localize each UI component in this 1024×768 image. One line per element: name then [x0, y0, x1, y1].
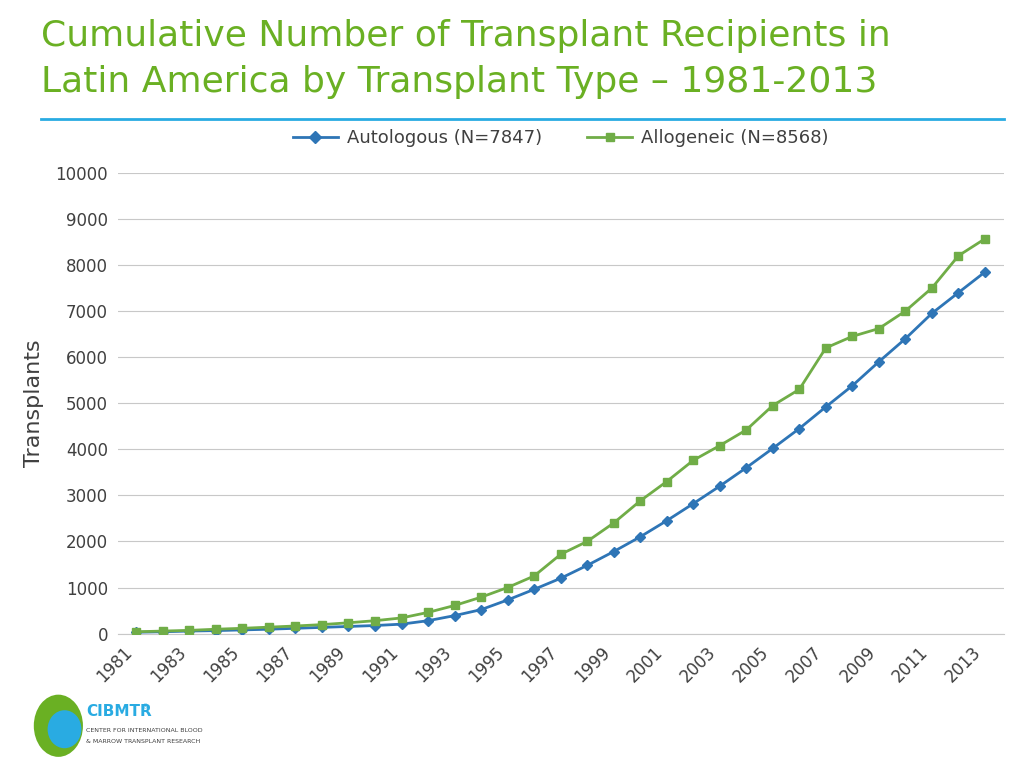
Text: ®: ®	[142, 704, 150, 710]
Text: Latin America by Transplant Type – 1981-2013: Latin America by Transplant Type – 1981-…	[41, 65, 878, 99]
Ellipse shape	[34, 694, 83, 757]
Text: CENTER FOR INTERNATIONAL BLOOD: CENTER FOR INTERNATIONAL BLOOD	[86, 728, 203, 733]
Legend: Autologous (N=7847), Allogeneic (N=8568): Autologous (N=7847), Allogeneic (N=8568)	[286, 122, 836, 154]
Y-axis label: Transplants: Transplants	[25, 339, 44, 467]
Text: CIBMTR: CIBMTR	[86, 704, 152, 720]
Circle shape	[47, 710, 82, 748]
Text: & MARROW TRANSPLANT RESEARCH: & MARROW TRANSPLANT RESEARCH	[86, 739, 201, 744]
Text: Cumulative Number of Transplant Recipients in: Cumulative Number of Transplant Recipien…	[41, 19, 891, 53]
